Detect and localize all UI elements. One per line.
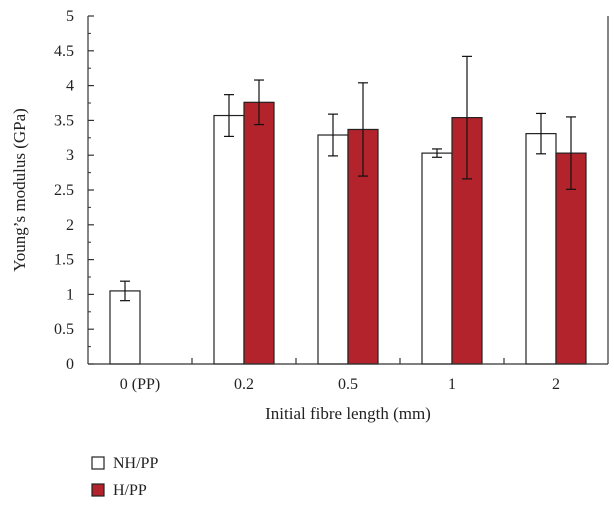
bar-nh-pp-0 — [109, 290, 141, 365]
y-tick-label-9: 4.5 — [54, 43, 74, 60]
bar-nh-pp-2 — [317, 134, 349, 365]
y-tick-label-2: 1 — [66, 286, 74, 303]
x-tick-label-3: 1 — [448, 376, 456, 393]
y-tick-label-10: 5 — [66, 8, 74, 25]
bar-h-pp-1 — [243, 101, 275, 365]
plot-area: 0 0.5 1 1.5 2 2.5 3 3.5 4 4.5 5 0 (PP) 0.2 0.5 1 2 — [54, 8, 609, 393]
y-tick-label-0: 0 — [66, 356, 74, 373]
y-tick-label-7: 3.5 — [54, 112, 74, 129]
bar-nh-pp-1 — [213, 114, 245, 365]
legend-item-h-pp: H/PP — [91, 482, 147, 499]
legend-label-nh-pp: NH/PP — [113, 455, 158, 472]
x-tick-label-0: 0 (PP) — [120, 376, 160, 393]
y-axis-title: Young’s modulus (GPa) — [10, 108, 29, 272]
bar-nh-pp-4 — [525, 133, 557, 365]
legend-label-h-pp: H/PP — [113, 482, 147, 499]
y-tick-label-4: 2 — [66, 217, 74, 234]
x-axis-title: Initial fibre length (mm) — [265, 404, 431, 423]
y-tick-label-3: 1.5 — [54, 252, 74, 269]
y-ticks: 0 0.5 1 1.5 2 2.5 3 3.5 4 4.5 5 — [54, 8, 94, 373]
legend-item-nh-pp: NH/PP — [91, 455, 158, 472]
legend: NH/PP H/PP — [91, 455, 158, 499]
x-tick-label-4: 2 — [552, 376, 560, 393]
x-tick-label-1: 0.2 — [234, 376, 254, 393]
y-tick-label-8: 4 — [66, 78, 74, 95]
bar-nh-pp-3 — [421, 152, 453, 365]
x-tick-label-2: 0.5 — [338, 376, 358, 393]
y-tick-label-5: 2.5 — [54, 182, 74, 199]
y-tick-label-1: 0.5 — [54, 321, 74, 338]
legend-swatch-nh-pp — [91, 456, 105, 470]
legend-swatch-h-pp — [91, 483, 105, 497]
x-ticks: 0 (PP) 0.2 0.5 1 2 — [120, 358, 560, 393]
bars-layer — [109, 101, 587, 365]
error-bars-layer — [120, 55, 576, 302]
y-tick-label-6: 3 — [66, 147, 74, 164]
